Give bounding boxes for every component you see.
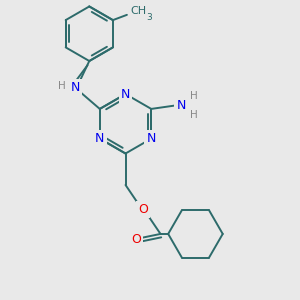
Text: N: N <box>121 88 130 100</box>
Text: N: N <box>70 81 80 94</box>
Text: O: O <box>138 203 148 216</box>
Text: 3: 3 <box>147 13 152 22</box>
Text: N: N <box>147 132 156 145</box>
Text: CH: CH <box>130 6 146 16</box>
Text: O: O <box>131 233 141 246</box>
Text: H: H <box>58 81 66 91</box>
Text: H: H <box>190 91 198 100</box>
Text: N: N <box>176 99 186 112</box>
Text: N: N <box>95 132 104 145</box>
Text: H: H <box>190 110 198 120</box>
